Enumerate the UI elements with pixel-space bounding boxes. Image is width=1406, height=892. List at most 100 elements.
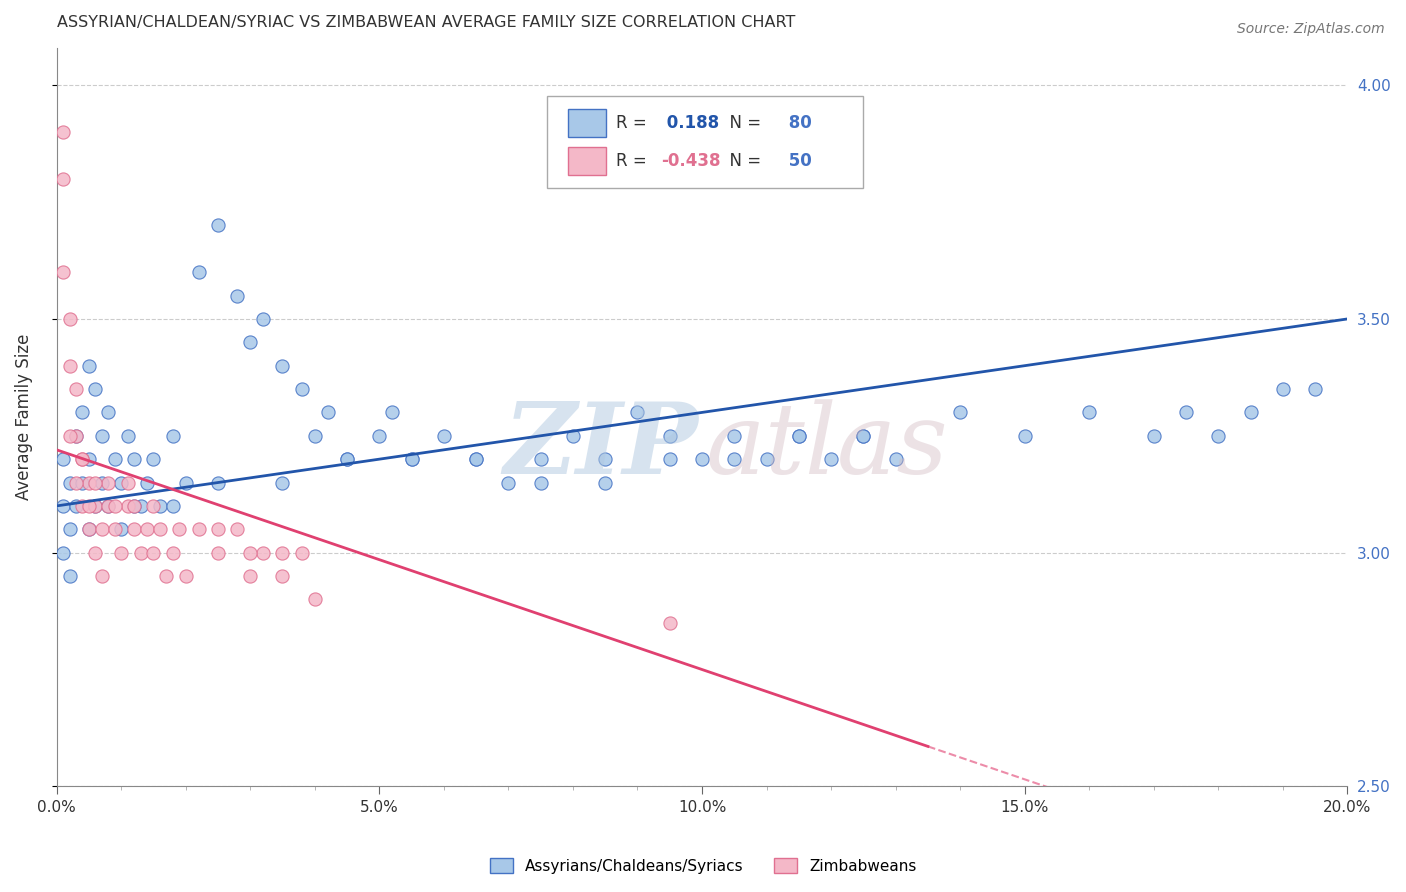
Text: 80: 80 bbox=[783, 114, 813, 132]
Point bbox=[52, 265, 75, 279]
Point bbox=[110, 546, 132, 560]
Point bbox=[162, 429, 184, 443]
FancyBboxPatch shape bbox=[568, 146, 606, 175]
Point bbox=[117, 475, 139, 490]
Point bbox=[77, 452, 100, 467]
Text: R =: R = bbox=[616, 152, 651, 169]
Point bbox=[852, 429, 875, 443]
Point bbox=[117, 429, 139, 443]
Point bbox=[84, 382, 107, 396]
Point bbox=[58, 312, 80, 326]
Point bbox=[97, 405, 120, 419]
Point bbox=[530, 475, 553, 490]
Text: Source: ZipAtlas.com: Source: ZipAtlas.com bbox=[1237, 22, 1385, 37]
Point bbox=[149, 522, 172, 536]
Point bbox=[77, 522, 100, 536]
Point bbox=[84, 499, 107, 513]
Point bbox=[626, 405, 648, 419]
Text: 50: 50 bbox=[783, 152, 813, 169]
Point bbox=[65, 475, 87, 490]
Point bbox=[949, 405, 972, 419]
Point bbox=[239, 335, 262, 350]
Point bbox=[90, 522, 112, 536]
Point bbox=[129, 499, 152, 513]
Point bbox=[136, 475, 159, 490]
Point bbox=[72, 405, 94, 419]
Point bbox=[58, 429, 80, 443]
Text: N =: N = bbox=[718, 114, 761, 132]
Point bbox=[174, 569, 197, 583]
Point bbox=[755, 452, 778, 467]
Point bbox=[593, 452, 616, 467]
Text: ZIP: ZIP bbox=[503, 399, 699, 495]
Point bbox=[820, 452, 842, 467]
Point bbox=[90, 429, 112, 443]
Point bbox=[129, 546, 152, 560]
Point bbox=[72, 499, 94, 513]
Point bbox=[252, 546, 274, 560]
Point bbox=[304, 429, 326, 443]
Point bbox=[498, 475, 520, 490]
Point bbox=[787, 429, 810, 443]
Point bbox=[187, 265, 209, 279]
Point bbox=[291, 382, 314, 396]
Text: 0.188: 0.188 bbox=[661, 114, 718, 132]
Point bbox=[1078, 405, 1101, 419]
Point bbox=[58, 569, 80, 583]
Y-axis label: Average Family Size: Average Family Size bbox=[15, 334, 32, 500]
Point bbox=[658, 452, 681, 467]
Point bbox=[187, 522, 209, 536]
Point bbox=[72, 475, 94, 490]
Point bbox=[336, 452, 359, 467]
Point bbox=[690, 452, 713, 467]
Point bbox=[65, 429, 87, 443]
Point bbox=[122, 499, 145, 513]
Point bbox=[271, 546, 294, 560]
Point bbox=[104, 452, 127, 467]
Point bbox=[239, 546, 262, 560]
Point bbox=[77, 475, 100, 490]
Point bbox=[658, 615, 681, 630]
Point bbox=[787, 429, 810, 443]
Point bbox=[162, 546, 184, 560]
Point bbox=[52, 499, 75, 513]
Point bbox=[122, 452, 145, 467]
Text: R =: R = bbox=[616, 114, 651, 132]
Point bbox=[368, 429, 391, 443]
Point bbox=[239, 569, 262, 583]
Point bbox=[271, 569, 294, 583]
Point bbox=[65, 499, 87, 513]
Point bbox=[162, 499, 184, 513]
Point bbox=[142, 499, 165, 513]
FancyBboxPatch shape bbox=[547, 95, 863, 188]
Point bbox=[122, 522, 145, 536]
Point bbox=[1271, 382, 1294, 396]
Point bbox=[304, 592, 326, 607]
Point bbox=[291, 546, 314, 560]
Point bbox=[723, 452, 745, 467]
Point bbox=[155, 569, 177, 583]
Point bbox=[110, 475, 132, 490]
Text: ASSYRIAN/CHALDEAN/SYRIAC VS ZIMBABWEAN AVERAGE FAMILY SIZE CORRELATION CHART: ASSYRIAN/CHALDEAN/SYRIAC VS ZIMBABWEAN A… bbox=[56, 15, 794, 30]
Point bbox=[884, 452, 907, 467]
Point bbox=[142, 546, 165, 560]
Point bbox=[465, 452, 488, 467]
Point bbox=[1014, 429, 1036, 443]
Point bbox=[207, 475, 229, 490]
Point bbox=[336, 452, 359, 467]
Point bbox=[77, 359, 100, 373]
Point bbox=[401, 452, 423, 467]
Point bbox=[72, 452, 94, 467]
Point bbox=[122, 499, 145, 513]
Point bbox=[65, 382, 87, 396]
Point bbox=[465, 452, 488, 467]
Point bbox=[97, 499, 120, 513]
Point bbox=[117, 499, 139, 513]
Point bbox=[65, 429, 87, 443]
Point bbox=[207, 522, 229, 536]
Point bbox=[207, 546, 229, 560]
Point bbox=[110, 522, 132, 536]
Point bbox=[58, 359, 80, 373]
Legend: Assyrians/Chaldeans/Syriacs, Zimbabweans: Assyrians/Chaldeans/Syriacs, Zimbabweans bbox=[484, 852, 922, 880]
Point bbox=[72, 452, 94, 467]
